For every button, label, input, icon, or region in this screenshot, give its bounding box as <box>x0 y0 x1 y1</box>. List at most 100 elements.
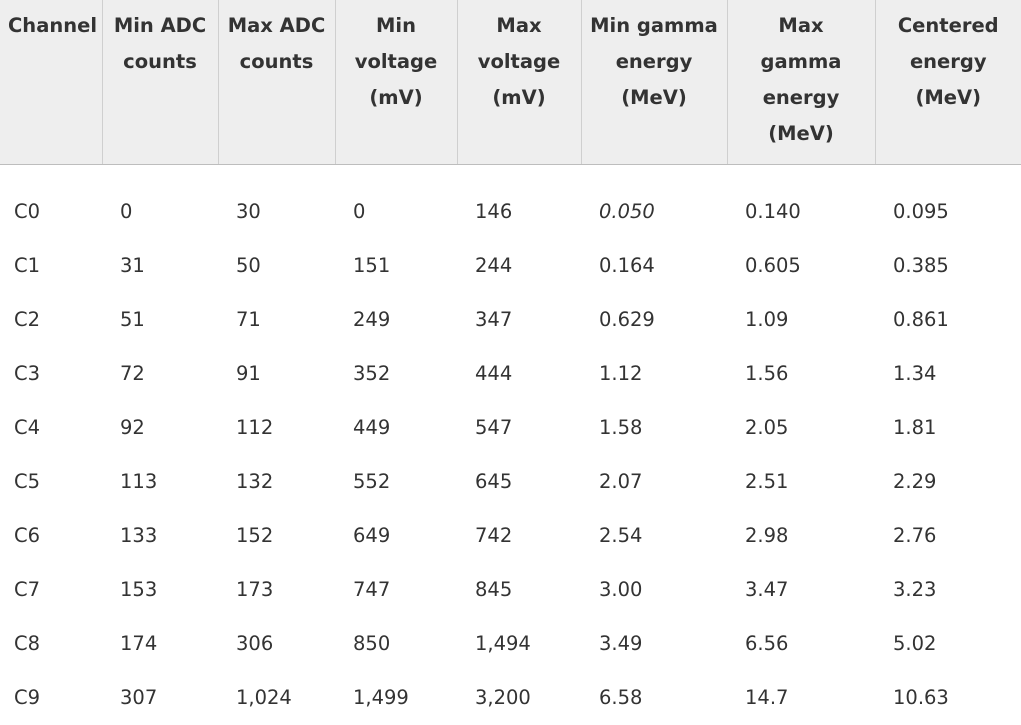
cell-max-adc: 112 <box>236 416 274 439</box>
cell-channel: C6 <box>14 524 41 547</box>
header-text: energy <box>762 86 840 109</box>
cell-max-gamma: 2.05 <box>745 416 789 439</box>
cell-max-voltage: 444 <box>475 362 513 385</box>
cell-max-gamma: 1.56 <box>745 362 789 385</box>
cell-min-voltage: 850 <box>353 632 391 655</box>
cell-min-adc: 72 <box>120 362 145 385</box>
cell-centered-energy: 2.29 <box>893 470 937 493</box>
header-text: Min <box>376 14 416 37</box>
cell-min-adc: 51 <box>120 308 145 331</box>
cell-min-adc: 133 <box>120 524 158 547</box>
cell-min-gamma: 3.00 <box>599 578 643 601</box>
table-row: C0 0 30 0 146 0.050 0.140 0.095 <box>0 164 1021 239</box>
cell-min-adc: 31 <box>120 254 145 277</box>
cell-min-adc: 113 <box>120 470 158 493</box>
cell-channel: C0 <box>14 200 41 223</box>
cell-min-voltage: 649 <box>353 524 391 547</box>
cell-max-adc: 152 <box>236 524 274 547</box>
cell-max-adc: 132 <box>236 470 274 493</box>
cell-max-adc: 91 <box>236 362 261 385</box>
cell-channel: C5 <box>14 470 41 493</box>
cell-max-gamma: 14.7 <box>745 686 789 709</box>
cell-min-gamma: 2.07 <box>599 470 643 493</box>
cell-min-adc: 92 <box>120 416 145 439</box>
cell-max-gamma: 3.47 <box>745 578 789 601</box>
cell-min-gamma: 1.12 <box>599 362 643 385</box>
header-text: Max <box>496 14 542 37</box>
header-text: (MeV) <box>768 122 834 145</box>
header-text: voltage <box>477 50 561 73</box>
header-text: gamma <box>760 50 842 73</box>
header-centered-energy: Centered energy (MeV) <box>875 0 1021 165</box>
cell-centered-energy: 3.23 <box>893 578 937 601</box>
cell-channel: C3 <box>14 362 41 385</box>
cell-max-adc: 30 <box>236 200 261 223</box>
cell-min-voltage: 352 <box>353 362 391 385</box>
cell-min-voltage: 0 <box>353 200 366 223</box>
cell-centered-energy: 1.34 <box>893 362 937 385</box>
cell-max-voltage: 146 <box>475 200 513 223</box>
cell-max-voltage: 547 <box>475 416 513 439</box>
header-text: (mV) <box>369 86 423 109</box>
cell-min-voltage: 1,499 <box>353 686 409 709</box>
cell-max-voltage: 845 <box>475 578 513 601</box>
header-max-adc-counts: Max ADC counts <box>218 0 336 165</box>
table-row: C7 153 173 747 845 3.00 3.47 3.23 <box>0 563 1021 617</box>
cell-max-voltage: 742 <box>475 524 513 547</box>
header-text: (MeV) <box>621 86 687 109</box>
cell-max-gamma: 2.98 <box>745 524 789 547</box>
cell-min-adc: 174 <box>120 632 158 655</box>
cell-max-gamma: 1.09 <box>745 308 789 331</box>
cell-max-gamma: 0.140 <box>745 200 801 223</box>
cell-max-adc: 50 <box>236 254 261 277</box>
header-text: Min ADC <box>113 14 207 37</box>
cell-channel: C8 <box>14 632 41 655</box>
cell-max-adc: 71 <box>236 308 261 331</box>
header-text: counts <box>123 50 197 73</box>
cell-centered-energy: 2.76 <box>893 524 937 547</box>
cell-centered-energy: 0.861 <box>893 308 949 331</box>
header-text: Centered <box>897 14 999 37</box>
header-text: Max ADC <box>227 14 326 37</box>
header-text: Channel <box>8 14 98 37</box>
cell-channel: C7 <box>14 578 41 601</box>
header-text: voltage <box>354 50 438 73</box>
cell-centered-energy: 0.385 <box>893 254 949 277</box>
table-row: C1 31 50 151 244 0.164 0.605 0.385 <box>0 239 1021 293</box>
cell-min-gamma: 3.49 <box>599 632 643 655</box>
header-text: counts <box>239 50 314 73</box>
cell-min-voltage: 747 <box>353 578 391 601</box>
cell-channel: C1 <box>14 254 41 277</box>
cell-min-gamma: 2.54 <box>599 524 643 547</box>
cell-min-gamma: 0.629 <box>599 308 655 331</box>
cell-max-adc: 306 <box>236 632 274 655</box>
table-row: C2 51 71 249 347 0.629 1.09 0.861 <box>0 293 1021 347</box>
table-row: C5 113 132 552 645 2.07 2.51 2.29 <box>0 455 1021 509</box>
cell-max-adc: 173 <box>236 578 274 601</box>
header-text: energy <box>909 50 987 73</box>
table-row: C3 72 91 352 444 1.12 1.56 1.34 <box>0 347 1021 401</box>
cell-min-gamma: 0.050 <box>599 200 655 223</box>
header-channel: Channel <box>0 0 103 165</box>
cell-max-voltage: 1,494 <box>475 632 531 655</box>
cell-max-adc: 1,024 <box>236 686 292 709</box>
header-max-gamma-energy: Max gamma energy (MeV) <box>727 0 876 165</box>
cell-centered-energy: 10.63 <box>893 686 949 709</box>
header-max-voltage: Max voltage (mV) <box>457 0 582 165</box>
cell-max-voltage: 645 <box>475 470 513 493</box>
cell-min-gamma: 1.58 <box>599 416 643 439</box>
cell-centered-energy: 1.81 <box>893 416 937 439</box>
cell-channel: C2 <box>14 308 41 331</box>
header-min-adc-counts: Min ADC counts <box>102 0 219 165</box>
cell-min-gamma: 0.164 <box>599 254 655 277</box>
cell-channel: C9 <box>14 686 41 709</box>
table-row: C8 174 306 850 1,494 3.49 6.56 5.02 <box>0 617 1021 671</box>
header-min-voltage: Min voltage (mV) <box>335 0 458 165</box>
cell-min-voltage: 249 <box>353 308 391 331</box>
table-row: C9 307 1,024 1,499 3,200 6.58 14.7 10.63 <box>0 671 1021 725</box>
header-text: (mV) <box>492 86 546 109</box>
header-min-gamma-energy: Min gamma energy (MeV) <box>581 0 728 165</box>
cell-min-adc: 0 <box>120 200 133 223</box>
cell-centered-energy: 0.095 <box>893 200 949 223</box>
